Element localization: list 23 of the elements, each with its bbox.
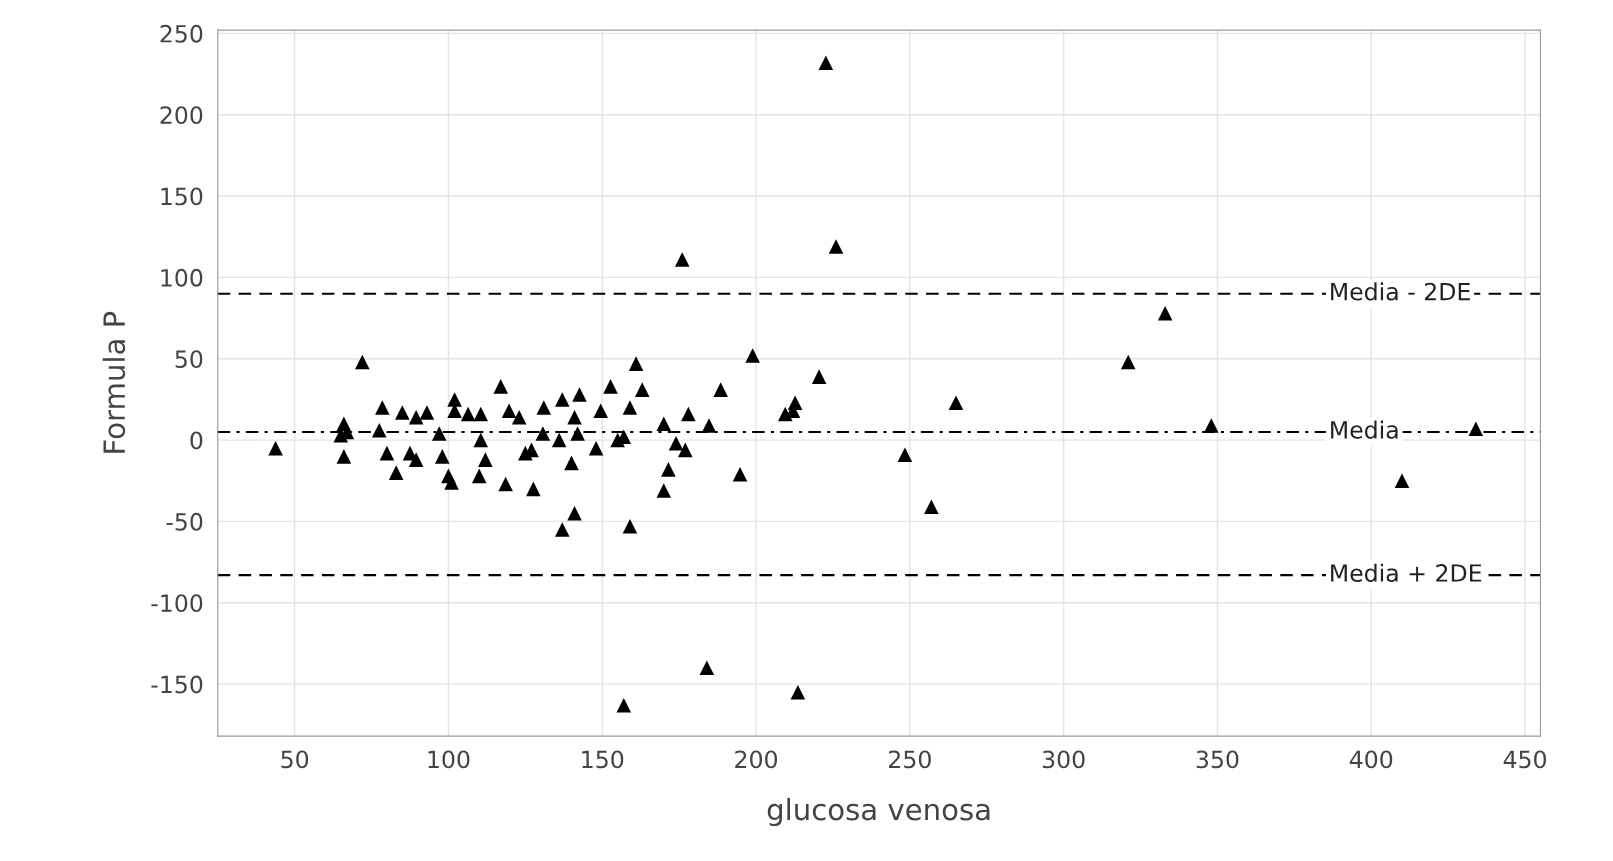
y-tick-label: 200: [160, 106, 203, 125]
y-tick-label: -100: [151, 594, 203, 613]
y-tick-label: -150: [151, 675, 203, 694]
ref-line-label: Media - 2DE: [1331, 282, 1470, 301]
x-tick-label: 300: [1042, 750, 1085, 769]
x-tick-label: 200: [735, 750, 778, 769]
y-tick-label: 0: [190, 431, 203, 450]
y-tick-label: -50: [166, 512, 203, 531]
ref-line-label: Media: [1331, 420, 1398, 439]
x-tick-label: 400: [1349, 750, 1393, 769]
y-axis-title: Formula P: [102, 311, 126, 453]
x-tick-label: 150: [582, 750, 624, 769]
x-tick-label: 350: [1196, 750, 1239, 769]
y-tick-label: 250: [160, 24, 203, 43]
y-tick-label: 50: [175, 350, 203, 369]
x-tick-label: 50: [281, 750, 309, 769]
x-axis-title: glucosa venosa: [767, 797, 990, 827]
x-tick-label: 100: [428, 750, 470, 769]
y-tick-label: 150: [161, 187, 203, 206]
x-tick-label: 250: [889, 750, 931, 769]
ref-line-label: Media + 2DE: [1331, 563, 1482, 582]
x-tick-label: 450: [1503, 750, 1546, 769]
y-tick-label: 100: [161, 268, 203, 287]
